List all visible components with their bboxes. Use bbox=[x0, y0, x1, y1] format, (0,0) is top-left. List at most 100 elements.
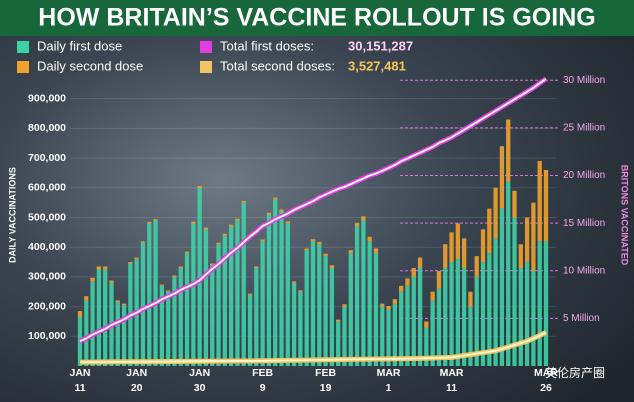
bar bbox=[543, 241, 549, 366]
bar bbox=[449, 262, 454, 366]
bar bbox=[506, 181, 511, 366]
x-tick-label: JAN 30 bbox=[189, 367, 210, 394]
bar bbox=[304, 248, 309, 251]
bar bbox=[235, 218, 240, 221]
bar bbox=[285, 223, 290, 366]
bar bbox=[273, 197, 278, 200]
bar bbox=[411, 267, 416, 277]
bar bbox=[128, 262, 133, 264]
bar bbox=[191, 223, 196, 366]
y-tick-label: 800,000 bbox=[28, 122, 66, 134]
bar bbox=[222, 233, 227, 236]
bar bbox=[468, 291, 473, 307]
bar bbox=[159, 285, 165, 366]
y2-axis-title: BRITONS VACCINATED bbox=[620, 165, 630, 266]
bar bbox=[499, 208, 505, 366]
bar bbox=[512, 190, 517, 218]
bar bbox=[392, 299, 398, 304]
bar bbox=[210, 263, 215, 266]
bar bbox=[348, 253, 353, 366]
bar bbox=[537, 161, 542, 242]
legend-label: Total second doses: bbox=[220, 58, 335, 73]
bar bbox=[386, 309, 391, 366]
bar bbox=[518, 267, 523, 366]
y-tick-label: 900,000 bbox=[28, 92, 66, 104]
y2-tick-label: 5 Million bbox=[563, 313, 600, 324]
bar bbox=[172, 275, 177, 277]
bar bbox=[90, 277, 95, 282]
bar bbox=[468, 306, 473, 366]
bar bbox=[90, 281, 95, 366]
watermark: 英伦房产圈 bbox=[545, 365, 605, 380]
x-tick-label: JAN 11 bbox=[69, 367, 90, 394]
y-tick-label: 400,000 bbox=[28, 241, 66, 253]
bar bbox=[336, 321, 341, 366]
bar bbox=[147, 223, 152, 366]
bar bbox=[241, 200, 246, 203]
bar bbox=[443, 267, 448, 366]
bar bbox=[436, 288, 442, 366]
bar bbox=[399, 285, 404, 292]
bar bbox=[405, 285, 410, 366]
bar bbox=[323, 256, 328, 366]
bar bbox=[411, 276, 416, 366]
bar bbox=[84, 296, 89, 301]
bar bbox=[166, 290, 171, 292]
bar bbox=[203, 229, 209, 366]
bar bbox=[524, 217, 530, 263]
bar bbox=[266, 212, 272, 215]
bar bbox=[103, 269, 108, 366]
legend-swatch bbox=[200, 61, 212, 73]
bar bbox=[304, 250, 309, 366]
bar bbox=[96, 269, 102, 366]
bar bbox=[260, 241, 265, 366]
y2-tick-label: 15 Million bbox=[563, 218, 605, 229]
y-tick-label: 100,000 bbox=[28, 330, 66, 342]
bar bbox=[342, 304, 347, 307]
legend-total: 3,527,481 bbox=[348, 58, 406, 73]
x-tick-label: FEB 19 bbox=[315, 367, 336, 394]
bar bbox=[443, 244, 448, 268]
bar bbox=[524, 262, 530, 366]
bar bbox=[506, 119, 511, 182]
bar bbox=[543, 169, 549, 242]
bar bbox=[153, 218, 158, 221]
bar bbox=[474, 276, 479, 366]
bar bbox=[373, 248, 379, 254]
bar bbox=[380, 303, 385, 307]
y2-tick-label: 20 Million bbox=[563, 170, 605, 181]
bar bbox=[436, 270, 442, 289]
bar bbox=[298, 291, 303, 366]
x-tick-label: FEB 9 bbox=[252, 367, 273, 394]
legend-label: Total first doses: bbox=[220, 38, 314, 53]
bar bbox=[77, 311, 83, 317]
bar bbox=[430, 300, 435, 366]
bar bbox=[531, 202, 536, 271]
bar bbox=[367, 241, 372, 366]
bar bbox=[336, 319, 341, 322]
bar bbox=[115, 302, 120, 366]
bar bbox=[191, 221, 196, 224]
y2-tick-label: 25 Million bbox=[563, 123, 605, 134]
bar bbox=[424, 321, 429, 328]
y2-tick-label: 30 Million bbox=[563, 75, 605, 86]
bar bbox=[103, 266, 108, 270]
legend-swatch bbox=[200, 41, 212, 53]
bar bbox=[461, 267, 467, 366]
bar bbox=[342, 306, 347, 366]
bar bbox=[228, 224, 234, 227]
bar bbox=[310, 241, 316, 366]
chart-title: HOW BRITAIN’S VACCINE ROLLOUT IS GOING bbox=[38, 4, 595, 32]
title-bar bbox=[0, 0, 634, 36]
bar bbox=[367, 236, 372, 242]
bar bbox=[405, 278, 410, 286]
y-tick-label: 200,000 bbox=[28, 300, 66, 312]
bar bbox=[537, 241, 542, 366]
bar bbox=[115, 300, 120, 303]
bar bbox=[121, 303, 127, 306]
legend-swatch bbox=[17, 41, 29, 53]
bar bbox=[480, 262, 486, 366]
bar bbox=[254, 267, 259, 366]
